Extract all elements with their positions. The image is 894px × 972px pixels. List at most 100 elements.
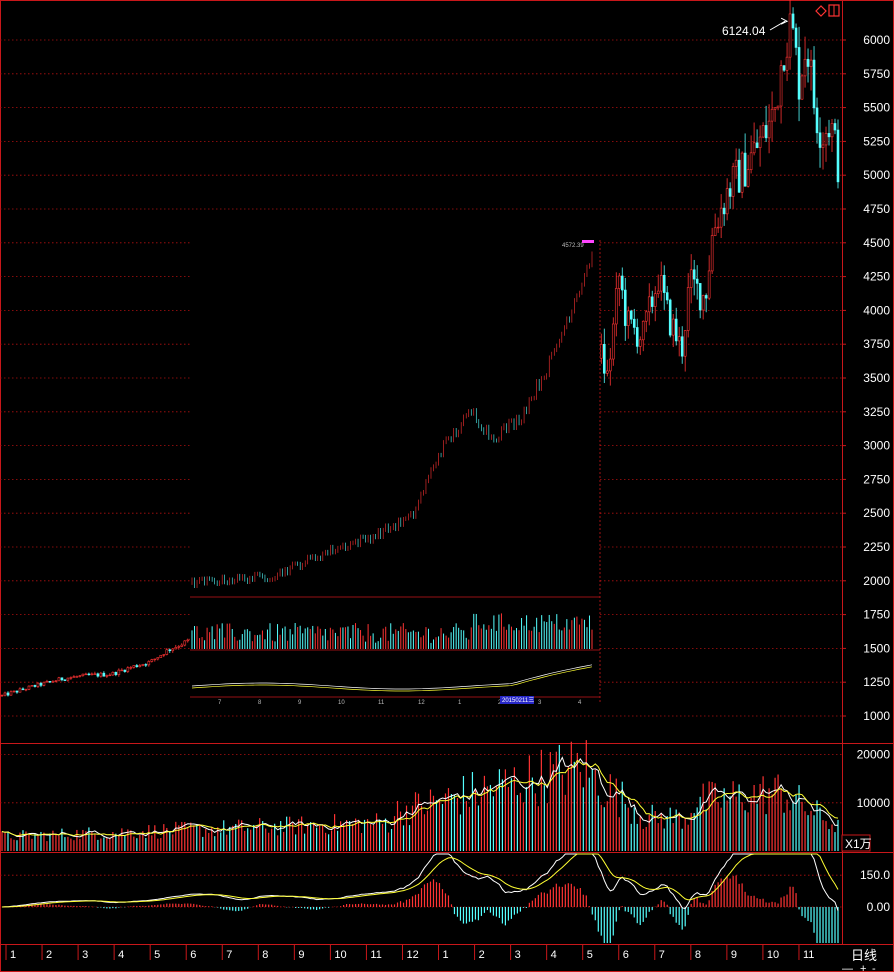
inset-tick-label: 11 [378,700,385,706]
price-candle-body [770,108,774,122]
price-candle-body [695,278,699,284]
price-candle-body [761,125,765,138]
month-label: 11 [803,949,814,961]
month-label: 9 [298,949,304,961]
month-label: 6 [623,949,629,961]
inset-max-marker [582,240,594,243]
month-label: 4 [118,949,124,961]
month-label: 9 [731,949,737,961]
price-candle-body [773,107,777,110]
plus-icon[interactable]: + [860,963,866,972]
price-candle-body [129,667,133,669]
macd-tick-label: 0.00 [867,900,891,914]
month-label: 1 [443,949,449,961]
month-label: 1 [10,949,16,961]
price-candle-body [111,671,115,676]
price-candle-body [105,675,109,677]
volume-moving-averages [1,756,839,839]
price-candle-body [782,65,786,71]
inset-max-label: 4572.39 [562,243,584,249]
price-candle-body [147,661,151,666]
price-candle-body [156,657,160,660]
price-candle-body [671,318,675,336]
inset-tick-label: 10 [338,700,345,706]
volume-unit-box [841,834,871,852]
price-candle-body [87,673,91,676]
price-candle-body [734,159,738,167]
price-tick-label: 2000 [863,574,890,588]
price-candle-body [689,269,693,288]
peak-annotation: 6124.04 [722,24,766,38]
price-candle-body [90,673,94,676]
price-candle-body [731,166,735,197]
price-candle-body [638,339,642,347]
zoom-controls[interactable]: — + - [842,963,876,972]
price-candle-body [42,681,46,686]
price-candle-body [174,647,178,650]
month-label: 5 [587,949,593,961]
inset-date-label: 20150211三 [502,697,534,704]
price-candle-body [162,654,166,656]
diamond-icon[interactable] [815,5,827,17]
price-candle-body [120,669,124,672]
price-tick-label: 4000 [863,303,890,317]
month-label: 10 [767,949,779,961]
inset-tick-label: 4 [578,700,582,706]
price-tick-label: 1750 [863,608,890,622]
volume-axis-labels: 20000 10000 [857,748,891,810]
price-candle-body [830,123,834,138]
price-candle-body [815,107,819,134]
price-candle-body [635,327,639,347]
price-candle-body [698,283,702,311]
price-candle-body [647,296,651,313]
price-tick-label: 3750 [863,337,890,351]
top-right-toolbar[interactable] [815,4,840,17]
price-candle-body [650,296,654,307]
month-label: 5 [154,949,160,961]
price-tick-label: 6000 [863,33,890,47]
price-tick-label: 5000 [863,168,890,182]
inset-macd [191,664,593,692]
volume-grid [0,754,842,804]
price-candle-body [824,133,828,146]
price-candle-body [63,679,67,681]
price-candle-body [779,65,783,107]
price-candle-body [794,27,798,48]
price-candle-body [168,649,172,652]
inset-tick-label: 1 [458,700,462,706]
price-candle-body [692,269,696,280]
minus-icon[interactable]: - [872,963,876,972]
price-candle-body [21,688,25,690]
inset-macd-line [191,666,593,692]
price-candle-body [602,343,606,374]
price-candle-body [626,310,630,326]
price-candle-body [737,159,741,193]
price-candle-body [803,58,807,77]
price-candle-body [644,311,648,322]
price-candle-body [27,685,31,690]
price-candle-body [662,274,666,293]
zoom-out-icon[interactable]: — [842,963,853,972]
price-candle-body [767,120,771,139]
price-candle-body [677,336,681,342]
price-candle-body [716,226,720,229]
price-candle-body [611,323,615,360]
price-candle-body [12,690,16,693]
price-tick-label: 3250 [863,405,890,419]
price-candle-body [66,677,70,681]
price-candle-body [0,694,4,697]
price-candle-body [791,13,795,29]
month-label: 10 [334,949,346,961]
price-candle-body [60,677,64,681]
macd-signal-line [1,853,839,911]
price-candle-body [75,676,79,678]
price-candle-body [117,669,121,675]
price-candle-body [183,640,187,646]
price-candle-body [33,685,37,687]
volume-tick-label: 20000 [857,748,891,762]
inset-volume [191,613,593,649]
period-label[interactable]: 日线 [851,949,877,964]
price-candle-body [102,672,106,677]
price-candle-body [818,132,822,148]
month-label: 3 [82,949,88,961]
